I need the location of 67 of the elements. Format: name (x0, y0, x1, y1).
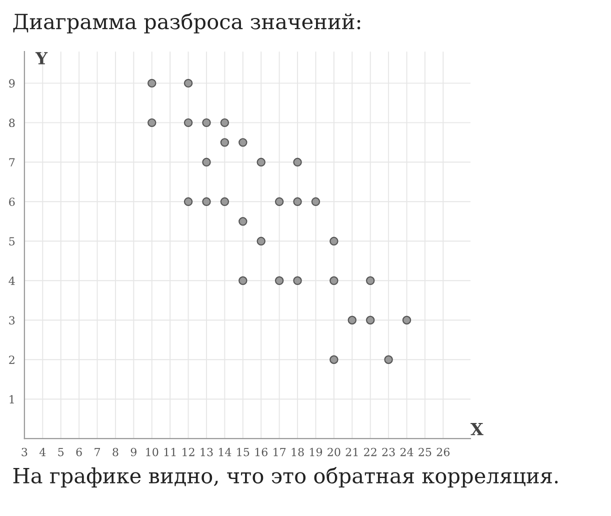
y-tick-label: 3 (9, 316, 15, 325)
x-tick-label: 23 (382, 448, 395, 456)
x-tick-label: 8 (112, 448, 118, 456)
x-tick-label: 14 (218, 448, 232, 456)
y-tick-label: 7 (9, 158, 15, 166)
x-tick-label: 15 (237, 448, 250, 456)
y-tick-label: 8 (9, 118, 15, 128)
x-tick-label: 10 (146, 448, 158, 456)
chart-title: Диаграмма разброса значений: (13, 12, 360, 34)
x-tick-label: 21 (346, 448, 358, 456)
y-tick-label: 2 (9, 356, 14, 364)
text: На графике видно, что это обратная корреляция. (13, 467, 558, 488)
point (366, 276, 375, 285)
y-tick-label: 1 (10, 395, 14, 404)
x-tick-label: 17 (274, 448, 286, 456)
point (293, 158, 302, 167)
y-axis-title: Y (35, 52, 48, 64)
x-tick-label: 25 (418, 448, 432, 456)
x-tick-label: 9 (130, 448, 136, 456)
y-tick-label: 5 (9, 237, 15, 246)
x-tick-label: 6 (76, 448, 82, 456)
point (293, 276, 302, 285)
point (274, 197, 284, 206)
x-tick-label: 24 (400, 448, 414, 456)
x-tick-label: 26 (436, 448, 450, 456)
point (238, 217, 248, 226)
point (202, 197, 211, 206)
x-tick-label: 5 (58, 448, 64, 456)
point (202, 158, 211, 167)
point (402, 316, 412, 324)
x-axis-title: X (470, 422, 484, 436)
point (274, 276, 284, 285)
point (366, 316, 375, 324)
y-tick-label: 4 (8, 276, 15, 285)
x-tick-label: 18 (292, 448, 304, 456)
point (184, 118, 193, 128)
y-tick-label: 9 (9, 79, 15, 88)
point (148, 78, 156, 88)
point (220, 197, 230, 206)
point (238, 138, 248, 147)
point (148, 118, 156, 128)
x-tick-label: 20 (328, 448, 340, 456)
point (348, 316, 356, 324)
x-tick-label: 22 (364, 448, 376, 456)
x-tick-label: 4 (39, 448, 46, 456)
point (330, 236, 338, 246)
point (202, 118, 211, 128)
point (220, 138, 230, 147)
point (220, 118, 230, 128)
point (256, 236, 266, 246)
y-tick-label: 6 (9, 198, 15, 206)
point (238, 276, 248, 285)
point (184, 197, 193, 206)
point (311, 197, 320, 206)
x-tick-label: 19 (310, 448, 322, 456)
x-tick-label: 13 (200, 448, 213, 456)
x-tick-label: 3 (22, 448, 28, 456)
point (293, 197, 302, 206)
x-tick-label: 7 (94, 448, 100, 456)
x-tick-label: 16 (255, 448, 268, 456)
point (330, 276, 338, 285)
point (330, 355, 338, 364)
point (184, 78, 193, 88)
x-tick-label: 12 (182, 448, 194, 456)
point (256, 158, 266, 167)
point (384, 355, 393, 364)
x-tick-label: 11 (164, 448, 176, 456)
